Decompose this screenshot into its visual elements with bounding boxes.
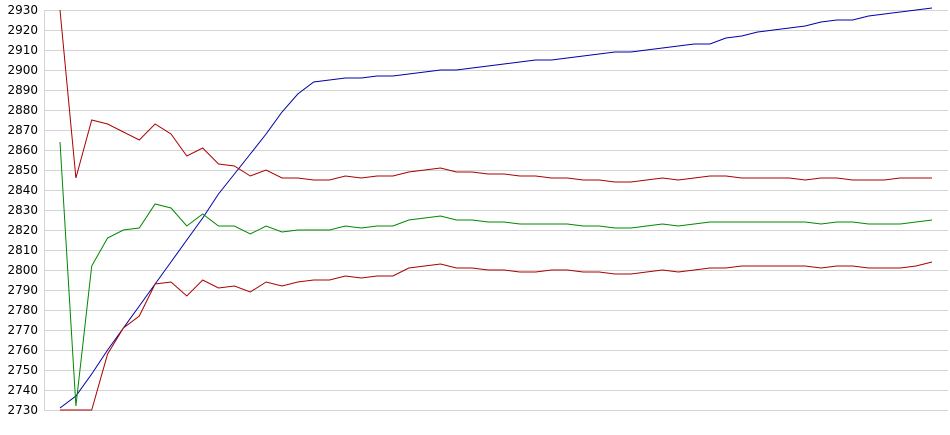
y-tick-label: 2890	[7, 83, 38, 97]
y-tick-label: 2760	[7, 343, 38, 357]
y-tick-label: 2810	[7, 243, 38, 257]
y-tick-label: 2870	[7, 123, 38, 137]
y-tick-label: 2800	[7, 263, 38, 277]
y-tick-label: 2900	[7, 63, 38, 77]
y-tick-label: 2930	[7, 3, 38, 17]
series-line-2	[59, 9, 932, 183]
y-tick-label: 2920	[7, 23, 38, 37]
y-tick-label: 2840	[7, 183, 38, 197]
series-line-3	[59, 141, 933, 407]
series-line-1	[59, 7, 933, 409]
y-tick-label: 2730	[7, 403, 38, 417]
y-axis: 2730 2740 2750 2760 2770 2780 2790 2800 2810 2820…	[7, 3, 45, 417]
y-tick-label: 2830	[7, 203, 38, 217]
y-tick-label: 2850	[7, 163, 38, 177]
y-tick-label: 2750	[7, 363, 38, 377]
series-group	[59, 7, 933, 411]
y-tick-label: 2780	[7, 303, 38, 317]
gridlines	[44, 10, 948, 411]
y-tick-label: 2880	[7, 103, 38, 117]
y-tick-label: 2790	[7, 283, 38, 297]
y-tick-label: 2820	[7, 223, 38, 237]
y-tick-label: 2910	[7, 43, 38, 57]
series-line-4	[60, 261, 933, 411]
y-tick-label: 2860	[7, 143, 38, 157]
y-tick-label: 2770	[7, 323, 38, 337]
y-tick-label: 2740	[7, 383, 38, 397]
